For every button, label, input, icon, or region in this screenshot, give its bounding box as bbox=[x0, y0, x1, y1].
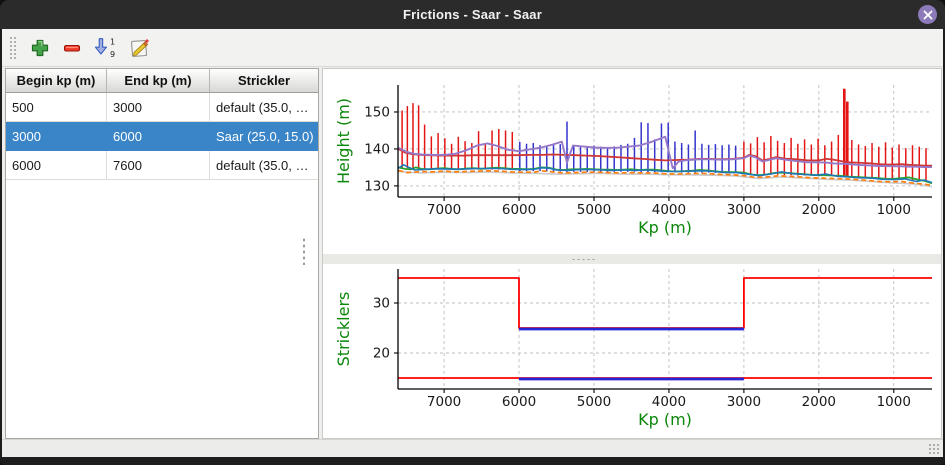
table-row[interactable]: 3000 6000 Saar (25.0, 15.0) bbox=[6, 122, 318, 151]
y-tick-label: 30 bbox=[373, 296, 390, 312]
y-axis-label: Height (m) bbox=[334, 98, 353, 184]
x-tick-label: 5000 bbox=[577, 202, 611, 218]
sort-numeric-icon: 1 9 bbox=[94, 37, 115, 59]
sort-badge-top: 1 bbox=[110, 37, 115, 46]
series bbox=[397, 88, 933, 188]
x-axis-label: Kp (m) bbox=[638, 218, 692, 237]
cell-end-kp[interactable]: 6000 bbox=[107, 122, 210, 151]
cell-begin-kp[interactable]: 500 bbox=[6, 93, 107, 122]
series bbox=[398, 277, 932, 381]
table-row[interactable]: 6000 7600 default (35.0, … bbox=[6, 151, 318, 180]
y-tick-label: 20 bbox=[373, 346, 390, 362]
vertical-splitter-handle[interactable] bbox=[302, 237, 306, 265]
edit-icon bbox=[131, 38, 150, 57]
toolbar-drag-handle[interactable] bbox=[9, 34, 16, 61]
cell-strickler[interactable]: default (35.0, … bbox=[210, 93, 318, 122]
titlebar[interactable]: Frictions - Saar - Saar bbox=[0, 0, 945, 29]
cell-strickler[interactable]: Saar (25.0, 15.0) bbox=[210, 122, 318, 151]
axes: 7000 6000 5000 4000 3000 2000 1000 20 30 Kp (m) St… bbox=[334, 269, 932, 429]
x-tick-label: 4000 bbox=[652, 202, 686, 218]
close-icon bbox=[923, 10, 932, 19]
x-tick-label: 6000 bbox=[502, 394, 536, 410]
cell-begin-kp[interactable]: 6000 bbox=[6, 151, 107, 180]
series-purple-line bbox=[397, 135, 932, 170]
height-profile-chart: 7000 6000 5000 4000 3000 2000 1000 130 140 150 Kp … bbox=[323, 69, 941, 254]
series-bottom-gray-line bbox=[398, 170, 933, 188]
chart-splitter[interactable] bbox=[323, 254, 941, 264]
table-header: Begin kp (m) End kp (m) Strickler bbox=[6, 69, 318, 93]
window-title: Frictions - Saar - Saar bbox=[403, 7, 542, 22]
add-row-button[interactable] bbox=[25, 33, 55, 63]
frictions-table: Begin kp (m) End kp (m) Strickler 500 30… bbox=[5, 68, 319, 439]
x-tick-label: 7000 bbox=[427, 394, 461, 410]
minus-icon bbox=[63, 44, 81, 52]
x-tick-label: 4000 bbox=[652, 394, 686, 410]
charts-panel: 7000 6000 5000 4000 3000 2000 1000 130 140 150 Kp … bbox=[322, 68, 942, 439]
sort-rows-button[interactable]: 1 9 bbox=[89, 33, 123, 63]
splitter-handle-icon bbox=[571, 258, 597, 261]
y-axis-label: Stricklers bbox=[334, 292, 353, 367]
sort-badge-bottom: 9 bbox=[110, 50, 115, 59]
cell-end-kp[interactable]: 3000 bbox=[107, 93, 210, 122]
column-header-begin-kp[interactable]: Begin kp (m) bbox=[6, 69, 107, 93]
stricklers-chart: 7000 6000 5000 4000 3000 2000 1000 20 30 Kp (m) St… bbox=[323, 264, 941, 437]
x-tick-label: 2000 bbox=[802, 202, 836, 218]
y-tick-label: 130 bbox=[364, 178, 390, 194]
x-tick-label: 7000 bbox=[427, 202, 461, 218]
series-blue-line bbox=[397, 164, 933, 184]
statusbar bbox=[2, 439, 943, 457]
cell-end-kp[interactable]: 7600 bbox=[107, 151, 210, 180]
column-header-strickler[interactable]: Strickler bbox=[210, 69, 318, 93]
resize-grip[interactable] bbox=[928, 443, 939, 454]
cell-begin-kp[interactable]: 3000 bbox=[6, 122, 107, 151]
app-body: 1 9 Begin kp (m) End kp (m) Strickler bbox=[2, 29, 943, 457]
cell-strickler[interactable]: default (35.0, … bbox=[210, 151, 318, 180]
toolbar: 1 9 bbox=[2, 29, 943, 67]
edit-strickler-button[interactable] bbox=[125, 33, 155, 63]
x-tick-label: 3000 bbox=[727, 394, 761, 410]
x-tick-label: 1000 bbox=[877, 202, 911, 218]
x-tick-label: 2000 bbox=[802, 394, 836, 410]
x-tick-label: 3000 bbox=[727, 202, 761, 218]
table-row[interactable]: 500 3000 default (35.0, … bbox=[6, 93, 318, 122]
axes: 7000 6000 5000 4000 3000 2000 1000 130 140 150 Kp … bbox=[334, 85, 932, 237]
y-tick-label: 140 bbox=[364, 141, 390, 157]
x-tick-label: 5000 bbox=[577, 394, 611, 410]
series-orange-dashed-line bbox=[398, 169, 933, 187]
close-button[interactable] bbox=[918, 5, 937, 24]
plus-icon bbox=[31, 39, 49, 56]
x-tick-label: 1000 bbox=[877, 394, 911, 410]
column-header-end-kp[interactable]: End kp (m) bbox=[107, 69, 210, 93]
remove-row-button[interactable] bbox=[57, 33, 87, 63]
x-axis-label: Kp (m) bbox=[638, 410, 692, 429]
y-tick-label: 150 bbox=[364, 104, 390, 120]
x-tick-label: 6000 bbox=[502, 202, 536, 218]
